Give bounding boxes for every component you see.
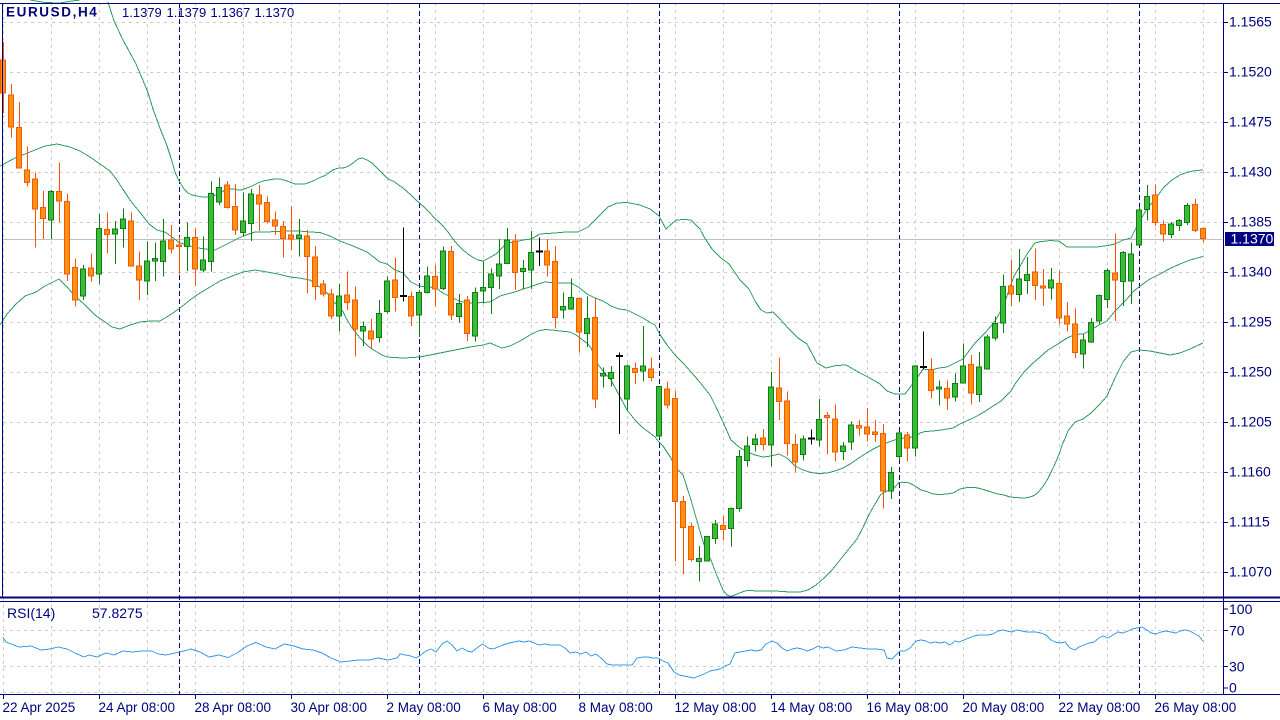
- svg-text:8 May 08:00: 8 May 08:00: [579, 700, 653, 715]
- svg-text:26 May 08:00: 26 May 08:00: [1155, 700, 1237, 715]
- svg-text:RSI(14): RSI(14): [7, 605, 55, 621]
- svg-text:1.1340: 1.1340: [1229, 264, 1272, 280]
- svg-text:1.1379: 1.1379: [122, 5, 162, 20]
- svg-text:0: 0: [1229, 680, 1237, 696]
- svg-text:100: 100: [1229, 601, 1253, 617]
- svg-text:1.1379: 1.1379: [167, 5, 207, 20]
- svg-text:22 Apr 2025: 22 Apr 2025: [3, 700, 76, 715]
- svg-text:1.1370: 1.1370: [1231, 231, 1274, 247]
- svg-text:16 May 08:00: 16 May 08:00: [867, 700, 949, 715]
- svg-text:12 May 08:00: 12 May 08:00: [675, 700, 757, 715]
- svg-text:28 Apr 08:00: 28 Apr 08:00: [195, 700, 272, 715]
- svg-text:1.1385: 1.1385: [1229, 214, 1272, 230]
- svg-text:6 May 08:00: 6 May 08:00: [483, 700, 557, 715]
- svg-text:57.8275: 57.8275: [92, 605, 143, 621]
- svg-text:1.1160: 1.1160: [1229, 464, 1271, 480]
- svg-text:1.1475: 1.1475: [1229, 114, 1272, 130]
- svg-text:1.1367: 1.1367: [211, 5, 251, 20]
- svg-text:14 May 08:00: 14 May 08:00: [771, 700, 853, 715]
- svg-text:22 May 08:00: 22 May 08:00: [1059, 700, 1141, 715]
- svg-text:30: 30: [1229, 659, 1245, 675]
- svg-text:EURUSD,H4: EURUSD,H4: [6, 5, 98, 20]
- svg-text:1.1370: 1.1370: [255, 5, 295, 20]
- svg-text:1.1070: 1.1070: [1229, 564, 1272, 580]
- svg-text:70: 70: [1229, 622, 1245, 638]
- svg-text:30 Apr 08:00: 30 Apr 08:00: [291, 700, 368, 715]
- svg-text:1.1115: 1.1115: [1229, 514, 1270, 530]
- svg-text:20 May 08:00: 20 May 08:00: [963, 700, 1045, 715]
- svg-text:1.1520: 1.1520: [1229, 64, 1272, 80]
- svg-text:1.1205: 1.1205: [1229, 414, 1272, 430]
- svg-text:1.1250: 1.1250: [1229, 364, 1272, 380]
- svg-text:1.1565: 1.1565: [1229, 14, 1272, 30]
- svg-text:24 Apr 08:00: 24 Apr 08:00: [99, 700, 176, 715]
- svg-text:1.1430: 1.1430: [1229, 164, 1272, 180]
- svg-text:1.1295: 1.1295: [1229, 314, 1272, 330]
- svg-text:2 May 08:00: 2 May 08:00: [387, 700, 461, 715]
